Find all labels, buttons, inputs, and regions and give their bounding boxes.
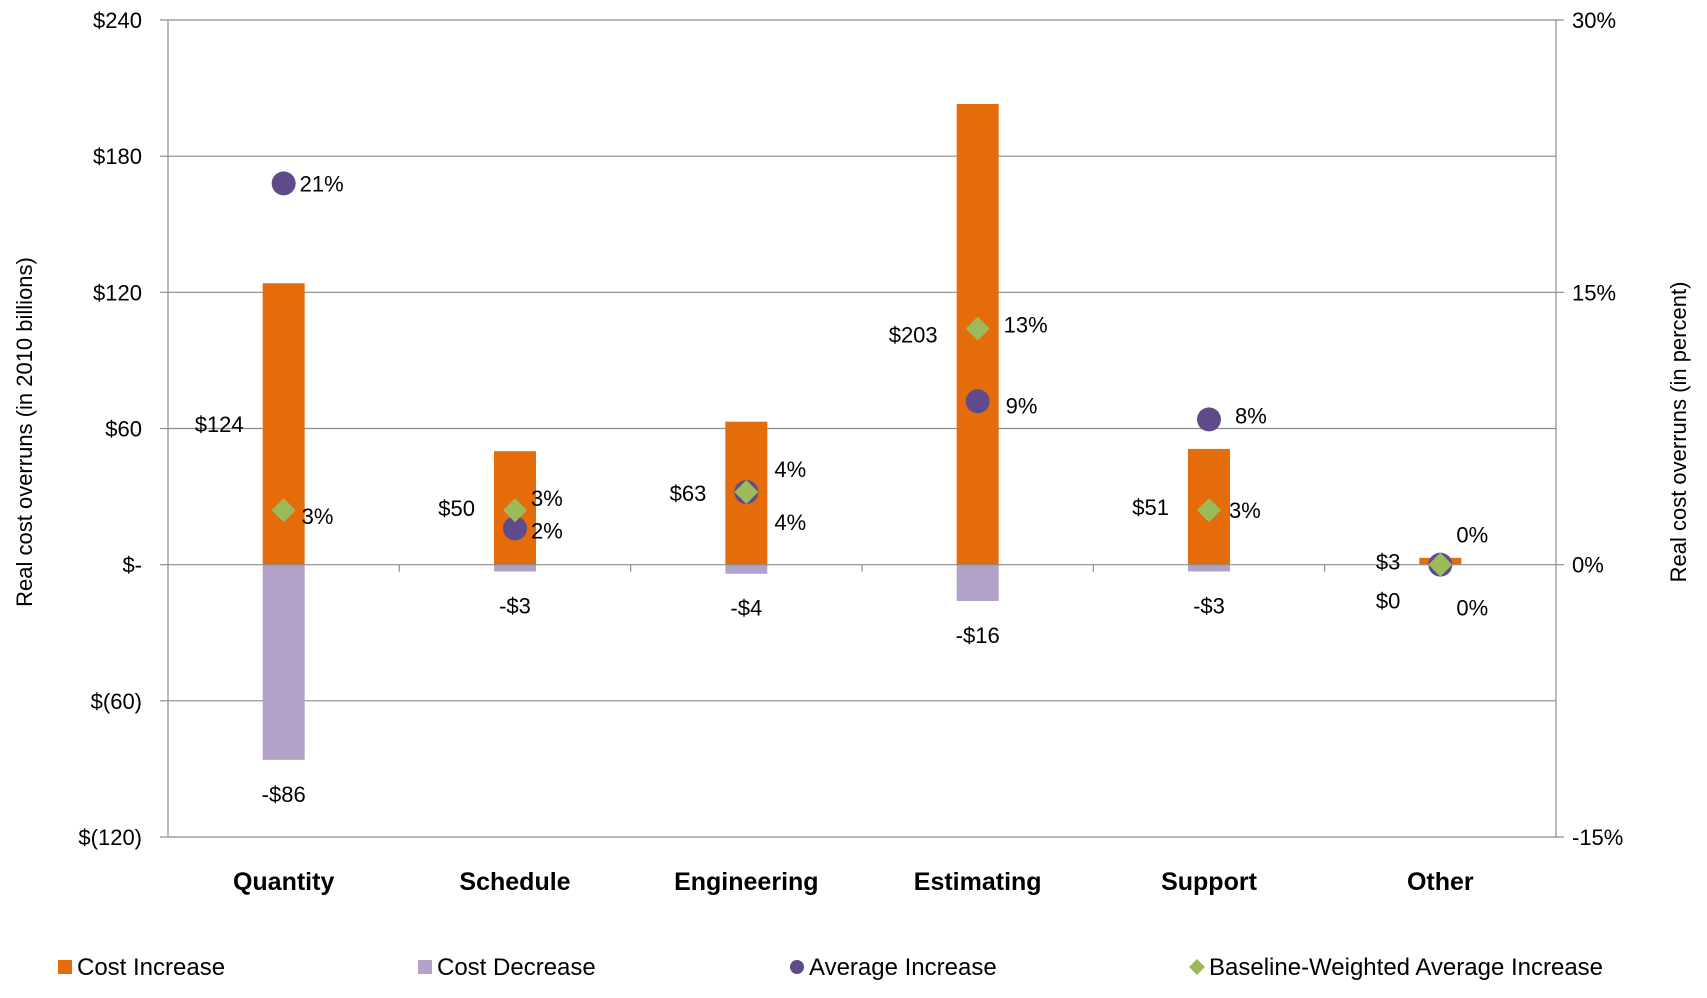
legend-label: Cost Increase <box>77 954 225 981</box>
label-cost-increase: $50 <box>438 496 475 521</box>
legend-swatch <box>790 960 804 974</box>
tick-labels: $240 $180 $120 $60 $- $(60) $(120) 30% 15% 0% -15%… <box>78 8 1623 896</box>
marker-baseline-weighted-average <box>503 498 527 523</box>
data-labels: $124 $50 $63 $203 $51 $3 -$86 -$3 -$4 -$16 -$3 $0 21… <box>195 171 1488 806</box>
y-tick-label: $60 <box>105 417 142 442</box>
axes <box>160 19 1564 838</box>
marker-baseline-weighted-average <box>271 498 296 523</box>
y-tick-label: $180 <box>93 144 142 169</box>
label-cost-decrease: -$3 <box>499 593 531 618</box>
y-tick-label: $240 <box>93 8 142 33</box>
label-baseline-weighted: 3% <box>302 504 334 529</box>
label-baseline-weighted: 0% <box>1456 523 1488 548</box>
label-baseline-weighted: 13% <box>1004 313 1048 338</box>
bar-cost-decrease <box>725 564 768 574</box>
category-label: Estimating <box>914 868 1042 896</box>
label-baseline-weighted: 4% <box>774 457 806 482</box>
category-label: Schedule <box>459 868 570 896</box>
y2-tick-label: 15% <box>1572 280 1616 305</box>
y-tick-label: $(120) <box>78 825 142 850</box>
label-baseline-weighted: 3% <box>1229 498 1261 523</box>
label-cost-decrease: $0 <box>1376 589 1400 614</box>
marker-average-increase <box>503 516 527 541</box>
marker-baseline-weighted-average <box>1428 552 1453 577</box>
legend: Cost Increase Cost Decrease Average Increa… <box>58 954 1603 981</box>
label-cost-increase: $203 <box>889 322 938 347</box>
label-average-increase: 0% <box>1456 596 1488 621</box>
bar-cost-decrease <box>1188 564 1230 572</box>
y-tick-label: $120 <box>93 280 142 305</box>
marker-average-increase <box>271 171 296 196</box>
label-average-increase: 2% <box>531 518 563 543</box>
label-cost-increase: $51 <box>1132 495 1169 520</box>
legend-swatch <box>58 960 72 974</box>
label-cost-increase: $124 <box>195 412 244 437</box>
bar-cost-increase <box>262 283 305 565</box>
label-cost-decrease: -$86 <box>262 782 306 807</box>
label-average-increase: 4% <box>774 510 806 535</box>
label-cost-decrease: -$16 <box>956 623 1000 648</box>
label-average-increase: 21% <box>300 171 344 196</box>
legend-label: Baseline-Weighted Average Increase <box>1209 954 1603 981</box>
marker-baseline-weighted-average <box>965 316 990 341</box>
legend-label: Cost Decrease <box>437 954 596 981</box>
category-label: Quantity <box>233 868 334 896</box>
bars <box>262 103 1462 760</box>
marker-baseline-weighted-average <box>1197 498 1221 523</box>
category-label: Engineering <box>674 868 818 896</box>
y-axis-title: Real cost overruns (in 2010 billions) <box>12 257 37 607</box>
y2-axis-title: Real cost overruns (in percent) <box>1666 282 1691 583</box>
marker-baseline-weighted-average <box>734 480 759 505</box>
bar-cost-decrease <box>494 564 536 572</box>
label-cost-decrease: -$3 <box>1193 593 1225 618</box>
y2-tick-label: 30% <box>1572 8 1616 33</box>
y2-tick-label: -15% <box>1572 825 1623 850</box>
label-cost-increase: $63 <box>670 481 707 506</box>
legend-swatch <box>1189 959 1205 975</box>
label-average-increase: 9% <box>1006 393 1038 418</box>
y-tick-label: $- <box>122 553 142 578</box>
marker-average-increase <box>965 389 990 414</box>
y-tick-label: $(60) <box>91 689 142 714</box>
label-baseline-weighted: 3% <box>531 486 563 511</box>
label-cost-decrease: -$4 <box>730 596 762 621</box>
category-label: Other <box>1407 868 1474 896</box>
legend-label: Average Increase <box>809 954 997 981</box>
category-label: Support <box>1161 868 1257 896</box>
label-cost-increase: $3 <box>1376 549 1400 574</box>
bar-cost-decrease <box>956 564 999 601</box>
markers <box>271 171 1453 577</box>
bar-cost-decrease <box>262 564 305 760</box>
marker-average-increase <box>1197 407 1221 432</box>
legend-swatch <box>418 960 432 974</box>
label-average-increase: 8% <box>1235 403 1267 428</box>
gridlines <box>168 19 1556 838</box>
y2-tick-label: 0% <box>1572 553 1604 578</box>
